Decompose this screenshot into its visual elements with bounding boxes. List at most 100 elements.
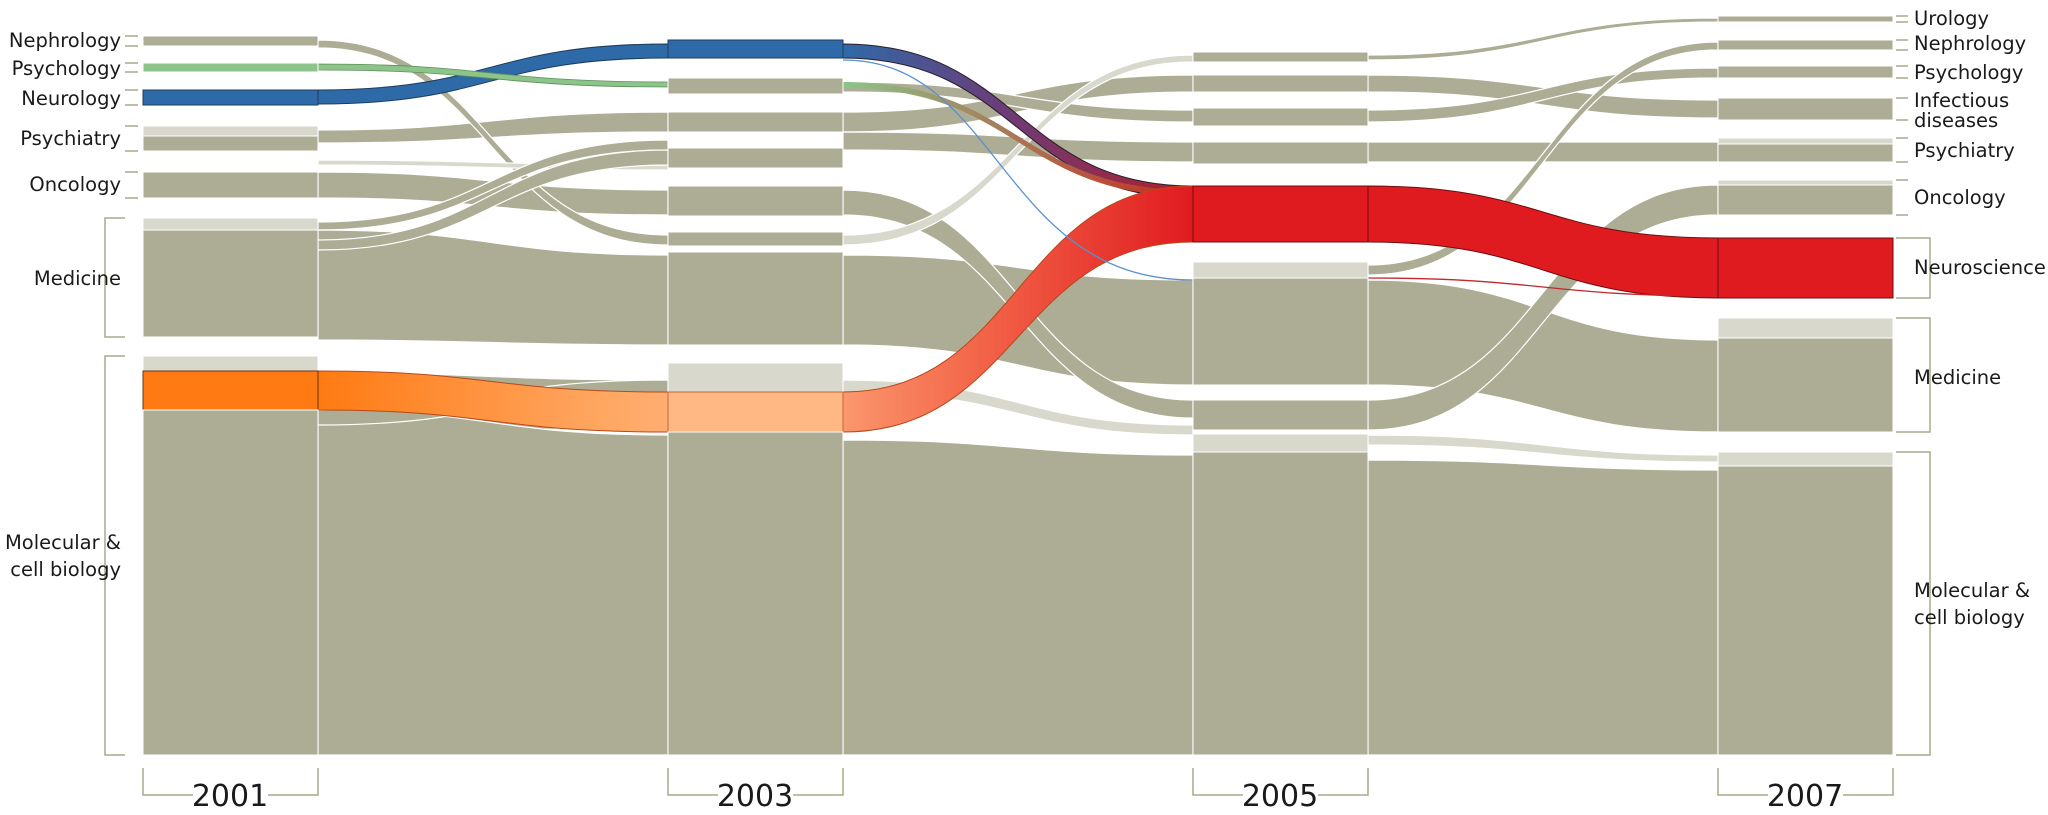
flow-band xyxy=(317,409,669,756)
block-urology-2007 xyxy=(1717,15,1894,23)
bracket xyxy=(1896,237,1931,299)
flows-2005-2007 xyxy=(1367,17,1719,756)
block-medicine-2007 xyxy=(1717,317,1894,339)
flows-2001-2003 xyxy=(317,39,669,756)
flow-band xyxy=(1367,277,1719,297)
block-2003 xyxy=(667,231,844,247)
bracket xyxy=(1896,39,1908,51)
bracket xyxy=(125,171,138,199)
year-label-2005: 2005 xyxy=(1242,779,1318,814)
flow-band xyxy=(1367,434,1719,463)
block-molbio-2007 xyxy=(1717,451,1894,467)
block-2005 xyxy=(1192,277,1369,386)
brackets-2001 xyxy=(104,35,138,756)
label-medicine-2001: Medicine xyxy=(34,267,121,290)
blocks-2001 xyxy=(142,35,319,756)
block-2003 xyxy=(667,431,844,756)
block-neuroscience-2007 xyxy=(1717,237,1894,299)
flow-band xyxy=(317,171,669,216)
bracket xyxy=(104,217,125,338)
bracket xyxy=(1896,137,1908,163)
block-neurology-2001 xyxy=(142,89,319,106)
label-molbio-2007-line1: Molecular & xyxy=(1914,579,2030,602)
bracket xyxy=(1896,451,1931,756)
label-medicine-2007: Medicine xyxy=(1914,366,2001,389)
block-psychiatry-2001 xyxy=(142,135,319,152)
block-medicine-2001 xyxy=(142,229,319,338)
block-molbio-2007 xyxy=(1717,465,1894,756)
bracket xyxy=(125,125,138,152)
block-infectious-2007 xyxy=(1717,97,1894,121)
flow-band xyxy=(1367,459,1719,756)
bracket xyxy=(1896,15,1908,23)
bracket xyxy=(1896,65,1908,79)
label-oncology-2007: Oncology xyxy=(1914,186,2006,209)
block-2005 xyxy=(1192,51,1369,63)
block-2005 xyxy=(1192,261,1369,279)
label-molbio-2001-line1: Molecular & xyxy=(5,531,121,554)
year-label-2007: 2007 xyxy=(1767,779,1843,814)
labels-2007: Urology Nephrology Psychology Infectious… xyxy=(1914,7,2046,629)
block-2005 xyxy=(1192,74,1369,93)
year-labels: 2001 2003 2005 2007 xyxy=(192,779,1843,814)
label-infectious-2007-line2: diseases xyxy=(1914,109,1998,132)
bracket xyxy=(104,355,125,756)
block-psychology-2001 xyxy=(142,62,319,73)
block-oncology-2007 xyxy=(1717,184,1894,216)
block-2005 xyxy=(1192,433,1369,453)
block-2005 xyxy=(1192,399,1369,431)
blocks-2003 xyxy=(667,39,844,756)
block-2003 xyxy=(667,391,844,433)
label-urology-2007: Urology xyxy=(1914,7,1989,30)
bracket xyxy=(125,35,138,47)
year-brackets xyxy=(142,768,1894,796)
block-psychiatry-2001 xyxy=(142,125,319,137)
block-2003 xyxy=(667,111,844,133)
label-nephrology-2007: Nephrology xyxy=(1914,32,2026,55)
flow-band xyxy=(842,59,1194,281)
block-medicine-2001 xyxy=(142,217,319,231)
block-2003 xyxy=(667,147,844,169)
block-2003 xyxy=(667,251,844,346)
label-molbio-2001-line2: cell biology xyxy=(10,558,121,581)
block-nephrology-2001 xyxy=(142,35,319,47)
bracket xyxy=(1896,317,1931,433)
label-nephrology-2001: Nephrology xyxy=(9,29,121,52)
block-2003 xyxy=(667,39,844,59)
block-psychology-2007 xyxy=(1717,65,1894,79)
label-oncology-2001: Oncology xyxy=(29,173,121,196)
block-psychiatry-2007 xyxy=(1717,143,1894,163)
flow-band xyxy=(843,82,1193,196)
bracket xyxy=(1896,179,1908,216)
block-molbio-2001 xyxy=(142,409,319,756)
label-psychology-2001: Psychology xyxy=(12,57,121,80)
label-psychiatry-2007: Psychiatry xyxy=(1914,139,2015,162)
year-label-2003: 2003 xyxy=(717,779,793,814)
flows-2003-2005 xyxy=(842,43,1194,756)
bracket xyxy=(125,62,138,73)
block-oncology-2007 xyxy=(1717,179,1894,186)
brackets-2007 xyxy=(1896,15,1931,756)
bracket xyxy=(125,89,138,106)
label-psychology-2007: Psychology xyxy=(1914,61,2023,84)
block-2003 xyxy=(667,362,844,393)
label-molbio-2007-line2: cell biology xyxy=(1914,606,2025,629)
block-2003 xyxy=(667,185,844,217)
label-psychiatry-2001: Psychiatry xyxy=(20,127,121,150)
block-2005 xyxy=(1192,107,1369,127)
block-2005 xyxy=(1192,451,1369,756)
block-molbio-2001 xyxy=(142,370,319,411)
flow-band xyxy=(842,439,1194,756)
year-label-2001: 2001 xyxy=(192,779,268,814)
block-oncology-2001 xyxy=(142,171,319,199)
block-2005 xyxy=(1192,185,1369,243)
label-infectious-2007-line1: Infectious xyxy=(1914,89,2009,112)
labels-2001: Nephrology Psychology Neurology Psychiat… xyxy=(5,29,121,581)
block-nephrology-2007 xyxy=(1717,39,1894,51)
block-2003 xyxy=(667,77,844,95)
blocks-2007 xyxy=(1717,15,1894,756)
blocks-2005 xyxy=(1192,51,1369,756)
block-psychiatry-2007 xyxy=(1717,137,1894,145)
block-medicine-2007 xyxy=(1717,337,1894,433)
